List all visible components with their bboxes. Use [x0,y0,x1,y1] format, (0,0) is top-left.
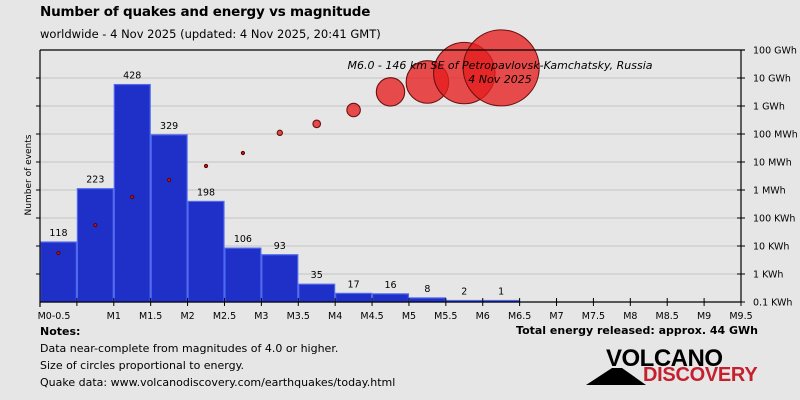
bar-value-label: 428 [123,71,141,82]
energy-bubble [312,119,322,129]
x-tick-label: M4 [328,311,342,322]
energy-bubbles [56,29,540,256]
bar-value-label: 93 [274,241,286,252]
energy-bubble [167,177,172,182]
bars [39,83,520,303]
y2-tick-label: 1 KWh [753,270,783,281]
y-axis-label: Number of events [24,134,34,215]
bar [150,134,188,303]
y2-tick-label: 100 KWh [753,214,795,225]
bar [408,297,446,303]
chart-subtitle: worldwide - 4 Nov 2025 (updated: 4 Nov 2… [40,27,381,41]
volcano-icon [586,368,646,385]
bar-value-label: 2 [461,287,467,298]
y2-tick-label: 10 MWh [753,158,792,169]
bar-value-label: 329 [160,121,178,132]
y2-tick-label: 10 KWh [753,242,789,253]
y2-tick-label: 10 GWh [753,74,791,85]
bar-value-label: 1 [498,287,504,298]
x-tick-label: M0-0.5 [38,311,71,322]
bar-value-label: 198 [197,187,215,198]
x-tick-label: M3.5 [287,311,310,322]
bar-value-label: 118 [49,228,67,239]
bar [335,292,373,303]
volcanodiscovery-logo[interactable]: VOLCANO DISCOVERY [586,345,766,389]
x-tick-label: M5 [402,311,416,322]
energy-bubble [276,129,283,137]
x-tick-label: M7.5 [582,311,605,322]
bar [76,188,114,303]
energy-bubble [203,163,209,169]
bar [224,247,262,303]
x-tick-label: M3 [254,311,268,322]
energy-bubble [375,77,406,107]
chart-title: Number of quakes and energy vs magnitude [40,4,371,20]
logo-text-volcano: VOLCANO [606,345,723,372]
x-tick-label: M9 [697,311,711,322]
bar [113,83,151,303]
note-line: Data near-complete from magnitudes of 4.… [40,342,339,355]
x-tick-label: M1 [107,311,121,322]
energy-bubble [346,102,361,118]
y2-tick-label: 0.1 KWh [753,298,792,309]
axes [36,49,745,307]
bar [298,283,336,303]
bar-value-label: 223 [86,175,104,186]
bar-labels: 118 223 428 329 198 106 93 35 17 16 8 2 1 [49,71,504,298]
x-tick-label: M9.5 [729,311,752,322]
x-tick-label: M4.5 [360,311,383,322]
annotation-line1: M6.0 - 146 km SE of Petropavlovsk-Kamcha… [347,59,652,72]
x-tick-label: M6 [476,311,490,322]
bar-value-label: 8 [424,284,430,295]
energy-bubble [93,222,98,228]
annotation-line2: 4 Nov 2025 [468,73,531,86]
x-tick-label: M7 [549,311,563,322]
x-tick-label: M1.5 [139,311,162,322]
x-tick-label: M5.5 [434,311,457,322]
notes-heading: Notes: [40,325,81,338]
bar [261,254,299,303]
energy-bubble [56,250,61,256]
bar-value-label: 106 [234,234,252,245]
y2-tick-labels: 100 GWh 10 GWh 1 GWh 100 MWh 10 MWh 1 MWh 100 … [753,46,798,309]
x-tick-label: M8.5 [656,311,679,322]
x-tick-label: M6.5 [508,311,531,322]
x-tick-labels: M0-0.5 M1 M1.5 M2 M2.5 M3 M3.5 M4 M4.5 M5 M5.5 M6 M6… [38,311,753,322]
energy-bubble [130,194,135,200]
notes: Notes: Data near-complete from magnitude… [40,323,395,391]
bar-value-label: 17 [348,279,360,290]
energy-bubble [462,29,540,107]
note-source-link[interactable]: Quake data: www.volcanodiscovery.com/ear… [40,376,396,389]
energy-bubble [240,150,246,156]
y2-tick-label: 1 MWh [753,186,786,197]
bar-value-label: 16 [384,280,396,291]
bar [371,293,410,303]
x-tick-label: M8 [623,311,637,322]
y2-tick-label: 100 MWh [753,130,798,141]
y2-tick-label: 1 GWh [753,102,785,113]
x-tick-label: M2.5 [213,311,236,322]
bar-value-label: 35 [311,270,323,281]
total-energy: Total energy released: approx. 44 GWh [516,324,758,337]
y2-tick-label: 100 GWh [753,46,797,57]
x-tick-label: M2 [180,311,194,322]
bar [187,200,225,303]
note-line: Size of circles proportional to energy. [40,359,245,372]
logo-text-discovery: DISCOVERY [643,364,758,386]
